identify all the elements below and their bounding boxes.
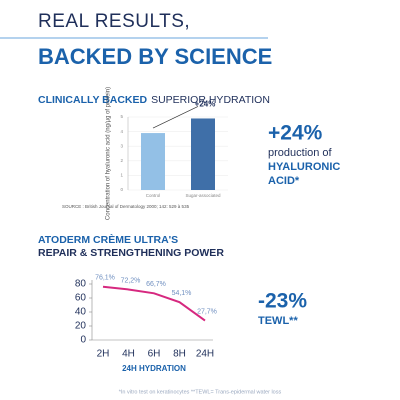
y-tick-label: 40	[75, 307, 87, 318]
chart2-title: ATODERM CRÈME ULTRA'S	[38, 233, 178, 246]
bar	[141, 133, 165, 190]
x-tick-label: 4H	[122, 349, 135, 360]
line	[102, 285, 206, 322]
source: SOURCE : British Journal of Dermatology …	[62, 204, 190, 209]
y-tick-label: 20	[75, 321, 87, 332]
annotation-line	[152, 106, 199, 129]
callout-value: -23%	[258, 290, 307, 313]
y-tick-label: 2	[120, 158, 123, 163]
chart1-title-bold: CLINICALLY BACKED	[38, 94, 148, 106]
y-tick-label: 0	[120, 187, 123, 192]
y-tick-label: 5	[120, 114, 123, 119]
x-tick-label: 24H	[196, 349, 214, 360]
x-tick-label: 6H	[148, 349, 161, 360]
x-tick-label: Sugar-associated	[185, 193, 221, 198]
x-tick-label: 8H	[173, 349, 186, 360]
data-label: 72,2%	[121, 277, 141, 284]
data-label: 66,7%	[146, 281, 166, 288]
chart2-title: REPAIR & STRENGTHENING POWER	[38, 247, 224, 259]
x-axis-label: 24H HYDRATION	[122, 364, 186, 373]
data-label: 27,7%	[197, 308, 217, 315]
y-axis-label: Concentration of hyaluronic acid (ng/µg …	[106, 87, 112, 220]
data-label: 76,1%	[95, 275, 115, 282]
y-tick-label: 80	[75, 279, 87, 290]
callout-text: ACID*	[268, 175, 300, 187]
title-line2: BACKED BY SCIENCE	[38, 44, 272, 69]
title-line1: REAL RESULTS,	[38, 11, 190, 32]
annotation: +24%	[195, 100, 216, 109]
y-tick-label: 1	[120, 173, 123, 178]
callout-text: production of	[268, 147, 333, 159]
y-tick-label: 3	[120, 143, 123, 148]
data-label: 54,1%	[172, 290, 192, 297]
x-tick-label: Control	[146, 193, 161, 198]
chart1-title-rest: SUPERIOR HYDRATION	[151, 94, 270, 106]
callout-text: HYALURONIC	[268, 161, 340, 173]
callout-text: TEWL**	[258, 315, 298, 327]
y-tick-label: 60	[75, 293, 87, 304]
footnote: *In vitro test on keratinocytes **TEWL= …	[119, 389, 282, 395]
bar	[191, 118, 215, 190]
chart1-title: CLINICALLY BACKED SUPERIOR HYDRATION	[38, 94, 270, 106]
y-tick-label: 4	[120, 129, 123, 134]
callout-value: +24%	[268, 122, 323, 145]
y-tick-label: 0	[80, 335, 86, 346]
x-tick-label: 2H	[97, 349, 110, 360]
